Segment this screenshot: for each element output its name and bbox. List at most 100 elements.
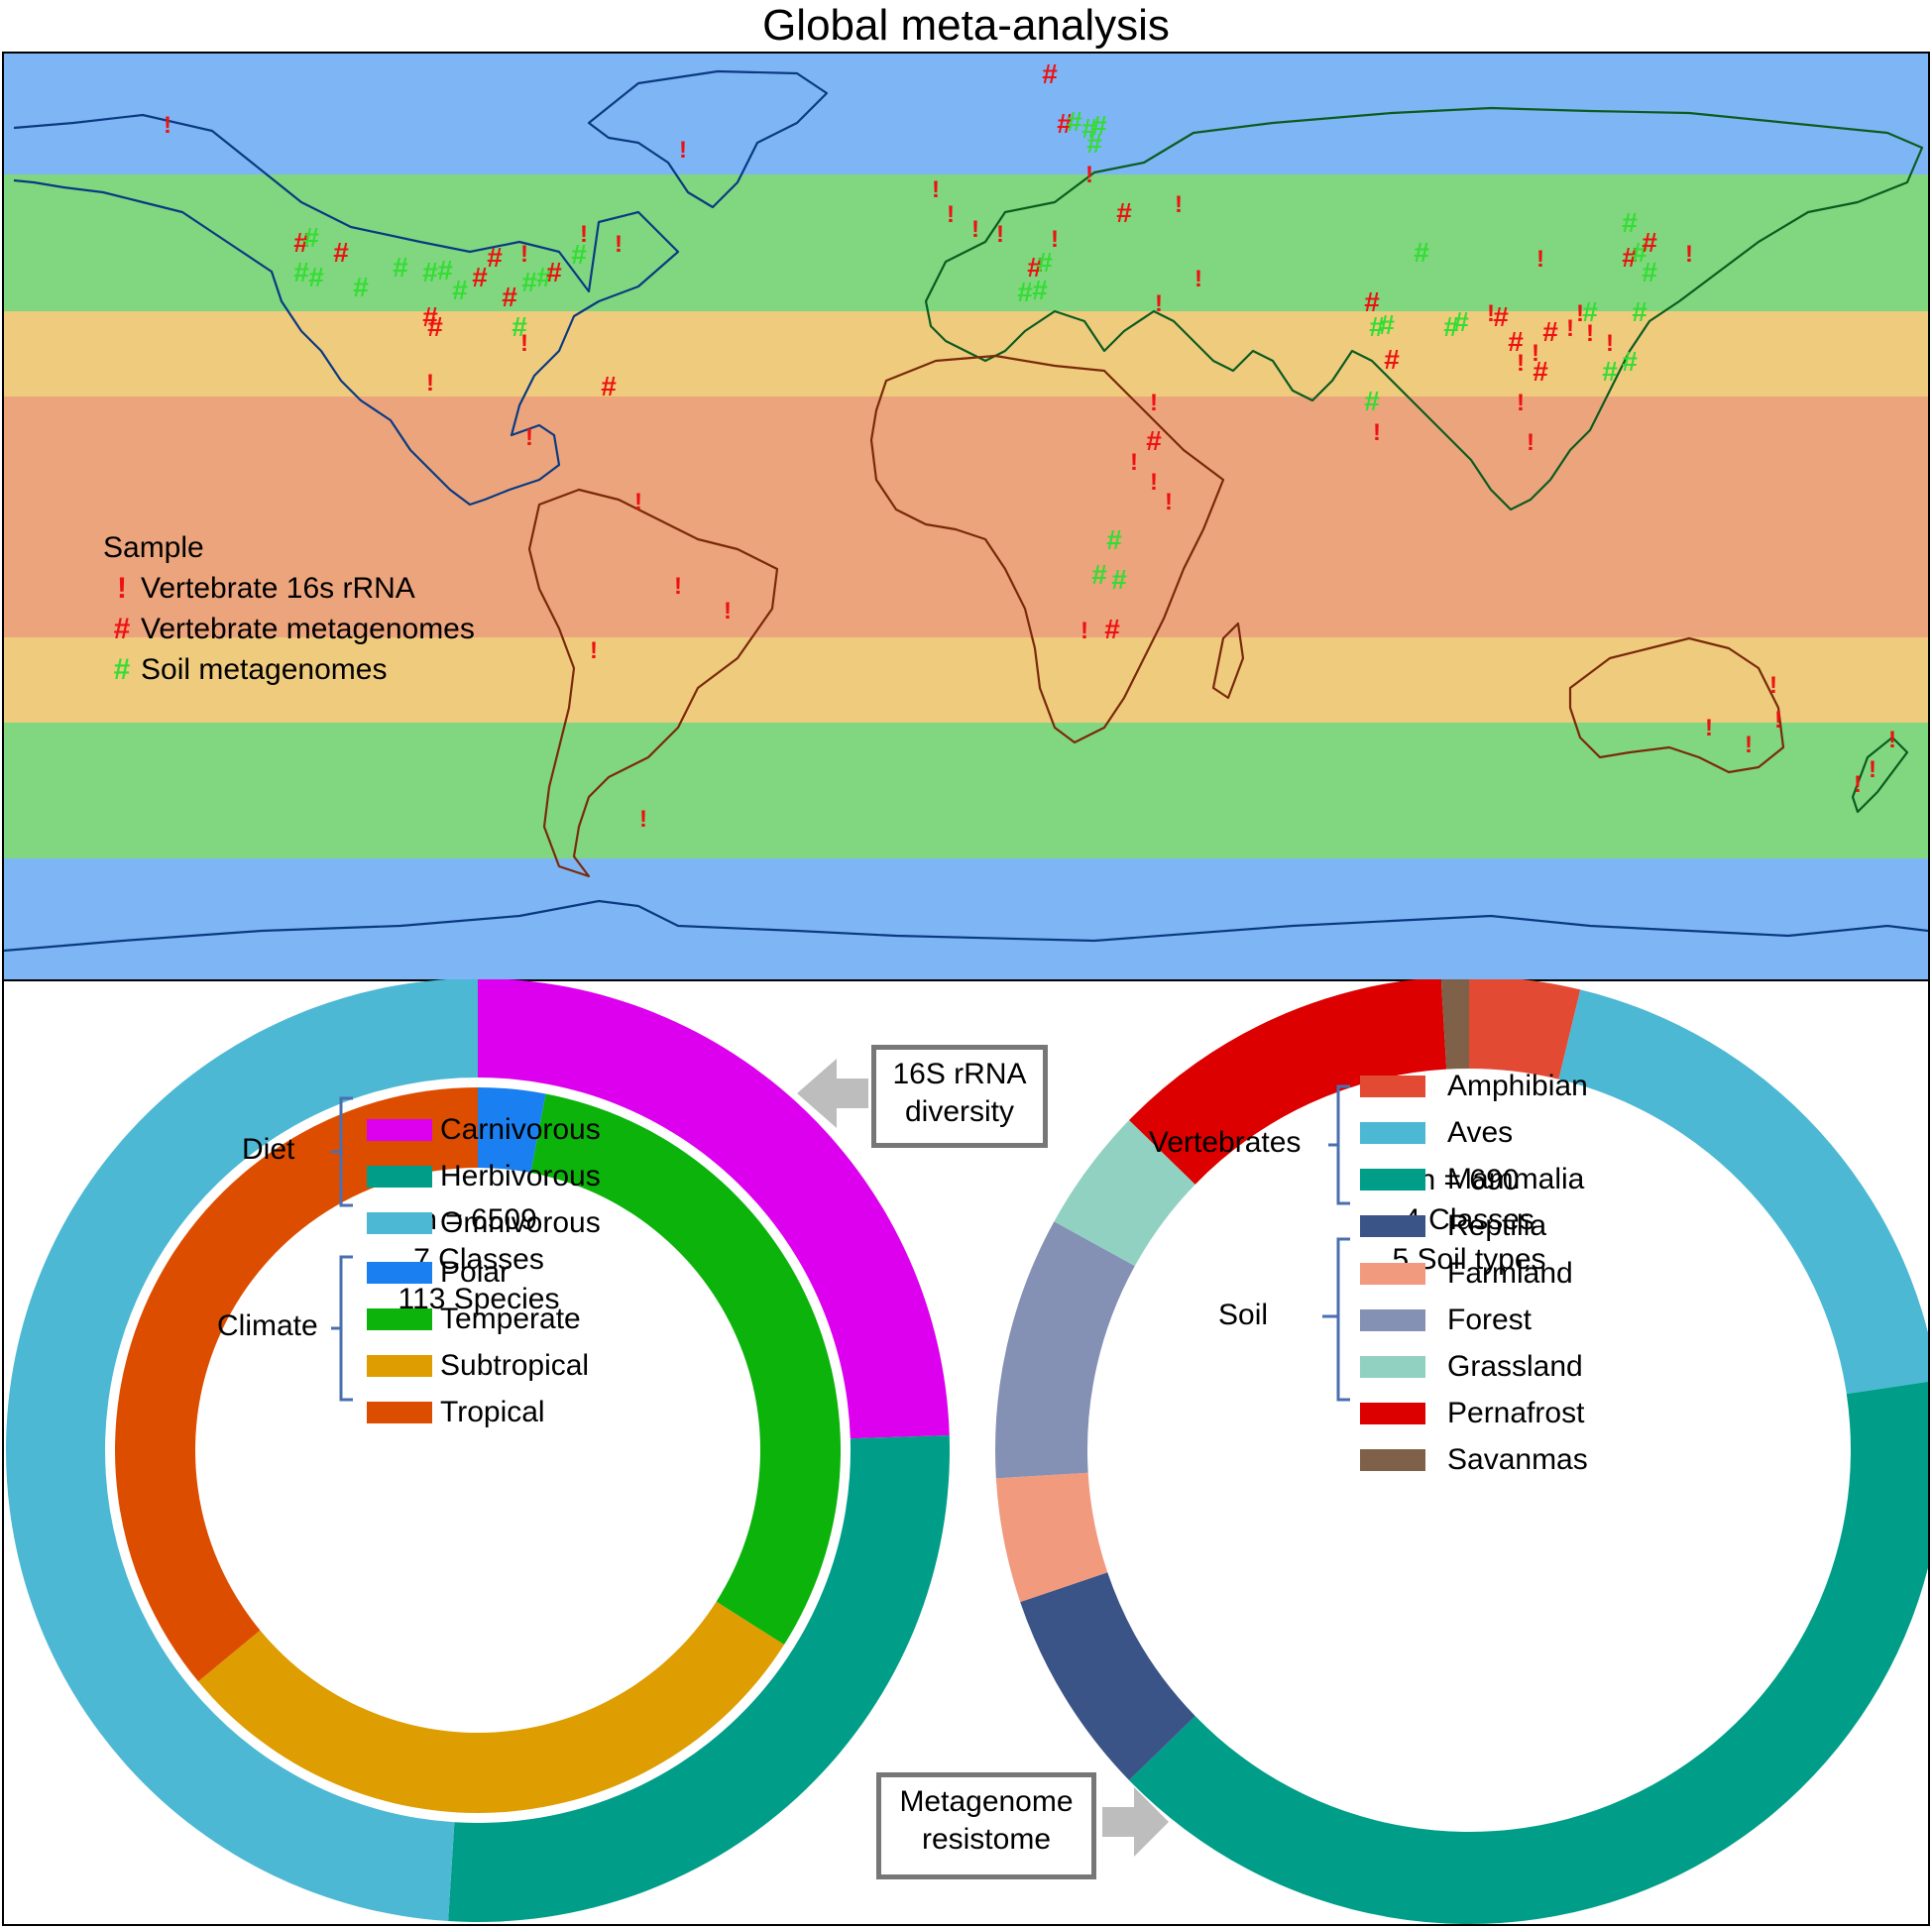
marker-soil-metagenome: # (1091, 559, 1107, 590)
marker-vertebrate-metagenome: # (546, 257, 562, 287)
marker-vertebrate-16s: ! (1532, 340, 1539, 367)
coastline-new-zealand (1851, 736, 1909, 814)
marker-vertebrate-16s: ! (590, 637, 598, 664)
marker-soil-metagenome: # (303, 222, 319, 253)
marker-soil-metagenome: # (1622, 346, 1638, 377)
climate-band-temperate (4, 174, 1928, 311)
resistome-slice-savanmas (1440, 979, 1469, 1070)
arrows (797, 1059, 1169, 1857)
resistome-slice-mammalia (1129, 1381, 1928, 1924)
legend-swatch (367, 1308, 432, 1330)
callout-metagenome-resistome: Metagenome resistome (876, 1772, 1096, 1879)
marker-vertebrate-metagenome: # (1146, 425, 1162, 456)
marker-soil-metagenome: # (1106, 524, 1122, 555)
legend-item-polar: Polar (367, 1253, 510, 1293)
marker-vertebrate-16s: ! (1130, 449, 1138, 476)
marker-vertebrate-metagenome: # (1057, 108, 1073, 139)
marker-vertebrate-16s: ! (947, 201, 955, 228)
marker-soil-metagenome: # (393, 252, 408, 283)
diet-slice-herbivorous (448, 1435, 950, 1922)
sample-markers: !!### ###!!#!!! !####!### #### # ## ## !# ###! !#… (164, 58, 1896, 833)
marker-soil-metagenome: # (1067, 106, 1082, 137)
map-legend-item-vertebrate-metagenomes: # Vertebrate metagenomes (103, 609, 475, 649)
marker-vertebrate-metagenome: # (472, 262, 488, 292)
marker-vertebrate-16s: ! (1373, 419, 1381, 446)
marker-vertebrate-16s: ! (1769, 672, 1777, 699)
legend-item-amphibian: Amphibian (1360, 1067, 1588, 1106)
legend-swatch (1360, 1076, 1425, 1097)
exclamation-marker-icon: ! (117, 572, 127, 605)
arrow-left-icon (797, 1059, 868, 1128)
marker-soil-metagenome: # (1443, 311, 1459, 342)
marker-soil-metagenome: # (1032, 275, 1048, 305)
legend-swatch (1360, 1122, 1425, 1144)
vertebrate-donut (6, 979, 950, 1922)
marker-soil-metagenome: # (1364, 386, 1380, 416)
marker-vertebrate-16s: ! (1586, 320, 1594, 347)
callout-16s-rrna-diversity: 16S rRNA diversity (871, 1045, 1048, 1148)
marker-vertebrate-metagenome: # (1493, 301, 1509, 332)
marker-vertebrate-16s: ! (1536, 246, 1544, 273)
marker-soil-metagenome: # (308, 262, 324, 292)
resistome-slice-amphibian (1469, 979, 1581, 1079)
marker-vertebrate-16s: ! (971, 216, 979, 243)
legend-swatch (367, 1166, 432, 1188)
marker-vertebrate-16s: ! (525, 424, 533, 451)
marker-soil-metagenome: # (511, 311, 527, 342)
coastline-madagascar (1211, 622, 1245, 700)
marker-soil-metagenome: # (571, 239, 587, 270)
metagenome-donut (994, 979, 1928, 1924)
marker-vertebrate-16s: ! (1080, 618, 1088, 644)
legend-item-temperate: Temperate (367, 1300, 581, 1339)
legend-swatch (1360, 1309, 1425, 1331)
marker-vertebrate-16s: ! (1745, 732, 1753, 758)
marker-vertebrate-16s: ! (1566, 315, 1574, 342)
marker-vertebrate-16s: ! (1517, 350, 1525, 377)
marker-soil-metagenome: # (293, 257, 309, 287)
marker-vertebrate-16s: ! (639, 806, 647, 833)
marker-vertebrate-16s: ! (1155, 290, 1163, 317)
map-legend-item-soil-metagenomes: # Soil metagenomes (103, 649, 475, 690)
marker-vertebrate-16s: ! (426, 370, 434, 397)
coastline-south-america (527, 488, 779, 878)
marker-vertebrate-metagenome: # (293, 227, 309, 258)
climate-band-polar (4, 858, 1928, 979)
marker-soil-metagenome: # (1632, 237, 1648, 268)
marker-soil-metagenome: # (536, 262, 552, 292)
marker-vertebrate-metagenome: # (422, 301, 438, 332)
legend-group-diet: Diet (242, 1133, 295, 1166)
legend-item-subtropical: Subtropical (367, 1346, 589, 1386)
marker-vertebrate-16s: ! (520, 241, 528, 268)
marker-vertebrate-16s: ! (634, 489, 642, 515)
map-legend-title: Sample (103, 531, 204, 564)
resistome-slice-pernafrost (1129, 979, 1447, 1185)
marker-vertebrate-metagenome: # (1622, 242, 1638, 273)
marker-vertebrate-metagenome: # (1364, 286, 1380, 317)
donut-charts-panel: n = 6509 7 Classes 113 Species Diet Clim… (2, 979, 1930, 1926)
legend-item-mammalia: Mammalia (1360, 1160, 1584, 1199)
marker-soil-metagenome: # (1602, 356, 1618, 387)
coastline-eurasia (924, 106, 1924, 511)
marker-vertebrate-16s: ! (1685, 241, 1693, 268)
climate-band-temperate (4, 723, 1928, 858)
resistome-slice-farmland (995, 1472, 1108, 1603)
marker-vertebrate-metagenome: # (427, 311, 443, 342)
legend-item-pernafrost: Pernafrost (1360, 1394, 1584, 1433)
legend-item-savanmas: Savanmas (1360, 1440, 1588, 1480)
legend-item-grassland: Grassland (1360, 1347, 1583, 1387)
marker-vertebrate-16s: ! (1150, 390, 1158, 416)
marker-vertebrate-16s: ! (1888, 727, 1896, 753)
marker-soil-metagenome: # (1379, 309, 1395, 340)
legend-swatch (1360, 1356, 1425, 1378)
marker-vertebrate-metagenome: # (333, 237, 349, 268)
marker-vertebrate-metagenome: # (1533, 356, 1548, 387)
marker-vertebrate-16s: ! (1869, 756, 1876, 783)
legend-swatch (1360, 1263, 1425, 1285)
legend-item-carnivorous: Carnivorous (367, 1110, 601, 1150)
marker-vertebrate-16s: ! (1150, 469, 1158, 496)
marker-vertebrate-metagenome: # (502, 282, 517, 312)
marker-vertebrate-metagenome: # (601, 371, 617, 401)
marker-vertebrate-16s: ! (1854, 771, 1862, 798)
bracket-diet (331, 1096, 353, 1207)
marker-soil-metagenome: # (1453, 306, 1469, 337)
